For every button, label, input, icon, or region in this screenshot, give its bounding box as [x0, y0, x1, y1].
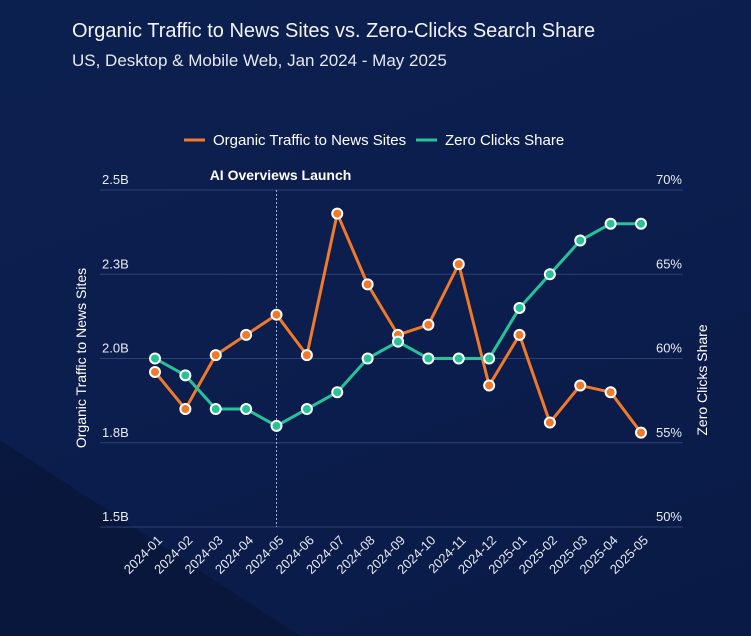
- data-point: [300, 403, 313, 416]
- data-point: [574, 379, 587, 392]
- data-point: [422, 318, 435, 331]
- data-point: [179, 369, 192, 382]
- data-point: [635, 217, 647, 230]
- data-point: [392, 335, 404, 348]
- data-point: [270, 308, 283, 321]
- data-point: [513, 328, 526, 341]
- data-point: [574, 234, 587, 247]
- series-line: [154, 222, 641, 428]
- y-right-tick-label: 50%: [656, 509, 682, 524]
- data-point: [513, 301, 526, 314]
- data-point: [422, 352, 435, 365]
- data-point: [604, 217, 617, 230]
- y-left-tick-label: 1.5B: [102, 509, 129, 524]
- y-right-tick-label: 55%: [656, 425, 682, 440]
- legend-label: Zero Clicks Share: [445, 132, 564, 149]
- data-point: [452, 258, 465, 271]
- data-point: [149, 365, 161, 378]
- data-point: [179, 403, 192, 416]
- data-point: [209, 403, 222, 416]
- data-point: [300, 349, 313, 362]
- data-point: [361, 278, 374, 291]
- y-left-tick-label: 2.0B: [102, 341, 129, 356]
- data-point: [483, 352, 496, 365]
- y-right-tick-label: 65%: [656, 256, 682, 271]
- annotation-label: AI Overviews Launch: [210, 167, 352, 183]
- data-point: [452, 352, 465, 365]
- data-point: [149, 352, 161, 365]
- y-left-tick-label: 2.3B: [102, 256, 129, 271]
- data-point: [270, 419, 283, 432]
- data-point: [331, 386, 344, 399]
- data-point: [543, 416, 556, 429]
- y-left-tick-label: 1.8B: [102, 425, 129, 440]
- data-point: [361, 352, 374, 365]
- data-point: [209, 349, 222, 362]
- data-point: [240, 328, 253, 341]
- y-left-tick-label: 2.5B: [102, 172, 129, 187]
- legend-label: Organic Traffic to News Sites: [213, 132, 406, 149]
- y-right-axis-title: Zero Clicks Share: [694, 324, 710, 435]
- y-left-axis-title: Organic Traffic to News Sites: [73, 268, 89, 448]
- y-right-tick-label: 60%: [656, 341, 682, 356]
- data-point: [604, 386, 617, 399]
- data-point: [331, 207, 344, 220]
- chart-subtitle: US, Desktop & Mobile Web, Jan 2024 - May…: [72, 51, 447, 70]
- data-point: [240, 403, 253, 416]
- data-point: [543, 268, 556, 281]
- y-right-tick-label: 70%: [656, 172, 682, 187]
- data-point: [635, 426, 647, 439]
- data-point: [483, 379, 496, 392]
- series-line: [153, 212, 643, 434]
- chart-title: Organic Traffic to News Sites vs. Zero-C…: [72, 20, 596, 42]
